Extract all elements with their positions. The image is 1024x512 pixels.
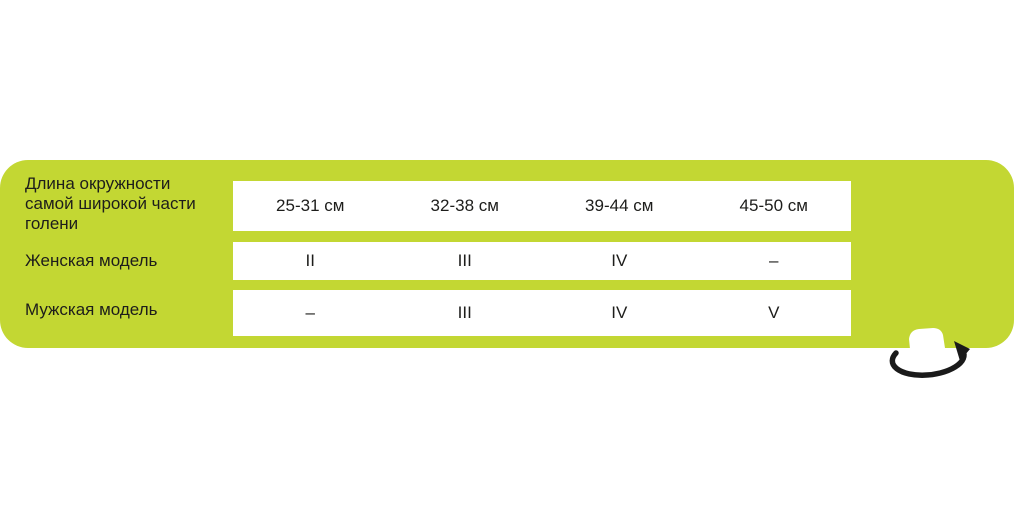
size-value: IV — [611, 303, 628, 322]
size-value: II — [305, 251, 315, 270]
size-chart-panel: Длина окружности самой широкой части гол… — [0, 160, 1014, 490]
men-model-label: Мужская модель — [25, 300, 158, 319]
column-header: 39-44 см — [585, 196, 654, 215]
column-header: 25-31 см — [276, 196, 345, 215]
sock-circumference-icon — [863, 323, 1013, 503]
column-header-row: 25-31 см 32-38 см 39-44 см 45-50 см — [233, 181, 851, 231]
calf-circumference-label: Длина окружности самой широкой части гол… — [25, 174, 196, 233]
women-model-row: II III IV – — [233, 242, 851, 280]
size-value: III — [457, 303, 472, 322]
circumference-arrow-head — [954, 341, 970, 361]
size-value: V — [768, 303, 780, 322]
women-model-label: Женская модель — [25, 251, 158, 270]
sock-shape — [875, 328, 968, 490]
circumference-arrow — [889, 348, 967, 378]
size-value: – — [769, 251, 779, 270]
size-value: IV — [611, 251, 628, 270]
size-value: – — [305, 303, 315, 322]
size-value: III — [457, 251, 472, 270]
column-header: 45-50 см — [739, 196, 808, 215]
men-model-row: – III IV V — [233, 290, 851, 336]
column-header: 32-38 см — [430, 196, 499, 215]
